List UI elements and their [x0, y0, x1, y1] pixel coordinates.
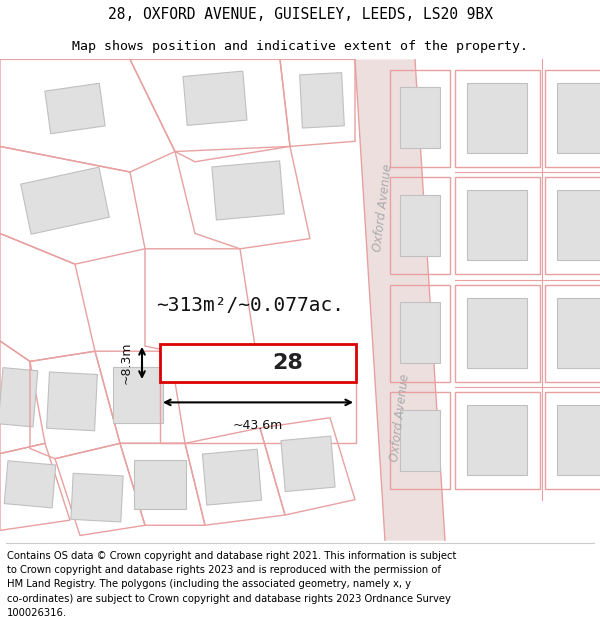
Text: Map shows position and indicative extent of the property.: Map shows position and indicative extent…: [72, 40, 528, 52]
Polygon shape: [355, 59, 445, 541]
Bar: [400, 409, 440, 471]
Text: 28, OXFORD AVENUE, GUISELEY, LEEDS, LS20 9BX: 28, OXFORD AVENUE, GUISELEY, LEEDS, LS20…: [107, 8, 493, 22]
Bar: [0, 368, 38, 427]
Bar: [113, 367, 163, 423]
Bar: [467, 298, 527, 368]
Bar: [4, 461, 56, 508]
Bar: [212, 161, 284, 220]
Text: 100026316.: 100026316.: [7, 608, 67, 618]
Bar: [134, 460, 186, 509]
Bar: [467, 83, 527, 152]
Text: ~313m²/~0.077ac.: ~313m²/~0.077ac.: [156, 296, 344, 314]
Text: HM Land Registry. The polygons (including the associated geometry, namely x, y: HM Land Registry. The polygons (includin…: [7, 579, 411, 589]
Bar: [400, 87, 440, 149]
Text: co-ordinates) are subject to Crown copyright and database rights 2023 Ordnance S: co-ordinates) are subject to Crown copyr…: [7, 594, 451, 604]
Bar: [20, 167, 109, 234]
Text: ~43.6m: ~43.6m: [233, 419, 283, 432]
Bar: [202, 449, 262, 505]
Bar: [71, 473, 123, 522]
Bar: [400, 194, 440, 256]
Bar: [557, 191, 600, 260]
Text: Contains OS data © Crown copyright and database right 2021. This information is : Contains OS data © Crown copyright and d…: [7, 551, 457, 561]
Bar: [557, 298, 600, 368]
Bar: [557, 406, 600, 475]
Polygon shape: [160, 344, 356, 382]
Bar: [183, 71, 247, 126]
Bar: [45, 83, 105, 134]
Text: to Crown copyright and database rights 2023 and is reproduced with the permissio: to Crown copyright and database rights 2…: [7, 565, 441, 575]
Text: Oxford Avenue: Oxford Avenue: [388, 373, 412, 462]
Bar: [467, 406, 527, 475]
Bar: [467, 191, 527, 260]
Bar: [299, 72, 344, 128]
Text: ~8.3m: ~8.3m: [119, 342, 133, 384]
Text: Oxford Avenue: Oxford Avenue: [371, 163, 395, 252]
Bar: [281, 436, 335, 491]
Bar: [557, 83, 600, 152]
Bar: [400, 302, 440, 364]
Text: 28: 28: [272, 353, 304, 373]
Bar: [47, 372, 97, 431]
